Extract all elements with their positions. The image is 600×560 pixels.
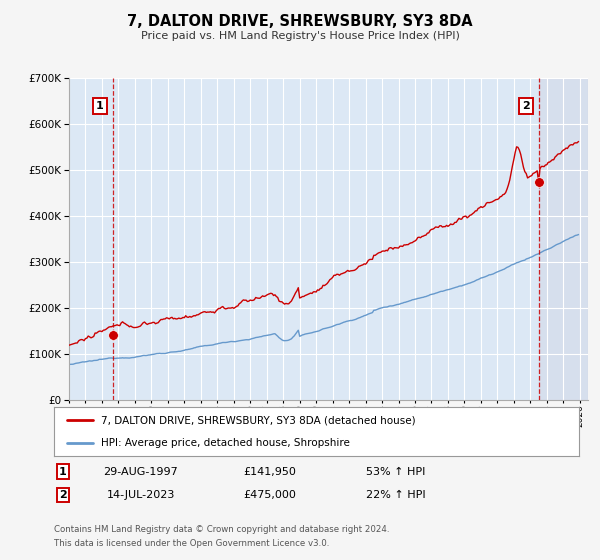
- Text: 53% ↑ HPI: 53% ↑ HPI: [367, 466, 425, 477]
- Text: 29-AUG-1997: 29-AUG-1997: [104, 466, 178, 477]
- Text: 2: 2: [523, 101, 530, 111]
- Text: Price paid vs. HM Land Registry's House Price Index (HPI): Price paid vs. HM Land Registry's House …: [140, 31, 460, 41]
- Text: HPI: Average price, detached house, Shropshire: HPI: Average price, detached house, Shro…: [101, 438, 350, 448]
- Text: 1: 1: [59, 466, 67, 477]
- Text: Contains HM Land Registry data © Crown copyright and database right 2024.: Contains HM Land Registry data © Crown c…: [54, 525, 389, 534]
- Bar: [539, 78, 588, 400]
- Text: 7, DALTON DRIVE, SHREWSBURY, SY3 8DA: 7, DALTON DRIVE, SHREWSBURY, SY3 8DA: [127, 14, 473, 29]
- Text: This data is licensed under the Open Government Licence v3.0.: This data is licensed under the Open Gov…: [54, 539, 329, 548]
- Text: 14-JUL-2023: 14-JUL-2023: [107, 490, 175, 500]
- Text: £141,950: £141,950: [244, 466, 296, 477]
- Text: 1: 1: [96, 101, 104, 111]
- Text: 22% ↑ HPI: 22% ↑ HPI: [366, 490, 426, 500]
- Text: 2: 2: [59, 490, 67, 500]
- Text: £475,000: £475,000: [244, 490, 296, 500]
- Text: 7, DALTON DRIVE, SHREWSBURY, SY3 8DA (detached house): 7, DALTON DRIVE, SHREWSBURY, SY3 8DA (de…: [101, 416, 416, 426]
